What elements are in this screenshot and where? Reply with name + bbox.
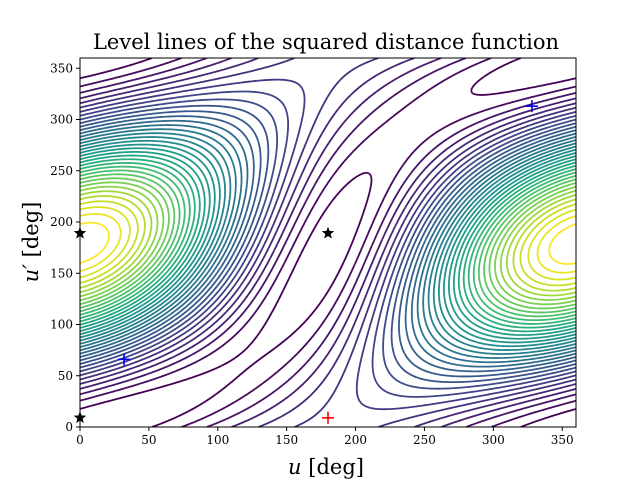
maximum-plus-marker: [322, 411, 334, 424]
contour-level-line: [80, 206, 576, 281]
contour-level-line: [80, 132, 576, 355]
minimum-plus-marker: [118, 353, 131, 366]
contour-level-line: [80, 119, 576, 368]
y-axis-ticks: 0 50 100 150 200 250 300 350: [50, 61, 80, 434]
contour-level-line: [80, 98, 576, 390]
minimum-plus-marker: [525, 100, 538, 113]
x-tick-label: 250: [413, 433, 436, 447]
x-axis-symbol: u: [288, 455, 302, 479]
contour-level-line: [80, 128, 576, 359]
x-tick-label: 300: [482, 433, 505, 447]
y-tick-label: 300: [50, 113, 73, 127]
contour-level-line: [80, 221, 576, 265]
x-axis-unit: [deg]: [302, 455, 364, 479]
x-tick-label: 350: [551, 433, 574, 447]
y-tick-label: 0: [65, 420, 73, 434]
contour-level-line: [80, 200, 576, 287]
contour-level-line: [80, 181, 576, 306]
x-axis-label: u [deg]: [288, 455, 364, 479]
y-tick-label: 100: [50, 318, 73, 332]
contour-level-line: [80, 213, 576, 274]
x-tick-label: 50: [141, 433, 156, 447]
contour-level-line: [80, 110, 576, 378]
x-axis-ticks: 0 50 100 150 200 250 300 350: [76, 427, 574, 447]
contour-level-line: [80, 124, 576, 364]
contour-level-line: [80, 90, 576, 398]
plot-frame: [79, 57, 577, 428]
saddle-star-marker: [321, 226, 335, 239]
contour-level-line: [80, 190, 576, 297]
contour-level-line: [80, 195, 576, 292]
contour-level-line: [80, 115, 576, 373]
contour-level-line: [80, 169, 576, 318]
contour-level-line: [80, 143, 576, 344]
contour-level-line: [80, 177, 576, 310]
contour-level-line: [80, 147, 576, 340]
y-axis-label: u′ [deg]: [19, 202, 43, 283]
contour-level-line: [80, 154, 576, 333]
contour-level-line: [80, 158, 576, 329]
contour-level-line: [80, 162, 576, 325]
y-tick-label: 200: [50, 215, 73, 229]
x-tick-label: 0: [76, 433, 84, 447]
contour-level-line: [80, 104, 576, 384]
contour-level-line: [80, 151, 576, 336]
chart-title: Level lines of the squared distance func…: [93, 30, 559, 54]
contour-level-line: [80, 139, 576, 348]
y-tick-label: 50: [58, 369, 73, 383]
contour-level-line: [80, 185, 576, 301]
y-tick-label: 350: [50, 61, 73, 75]
y-axis-unit: [deg]: [19, 202, 43, 264]
y-tick-label: 250: [50, 164, 73, 178]
x-tick-label: 150: [275, 433, 298, 447]
contour-level-line: [80, 136, 576, 351]
x-tick-label: 200: [344, 433, 367, 447]
contour-level-line: [80, 165, 576, 322]
contour-lines: [80, 58, 576, 427]
contour-level-line: [80, 78, 576, 411]
contour-level-line: [80, 173, 576, 314]
x-tick-label: 100: [206, 433, 229, 447]
y-tick-label: 150: [50, 266, 73, 280]
y-axis-symbol: u′: [19, 264, 43, 283]
